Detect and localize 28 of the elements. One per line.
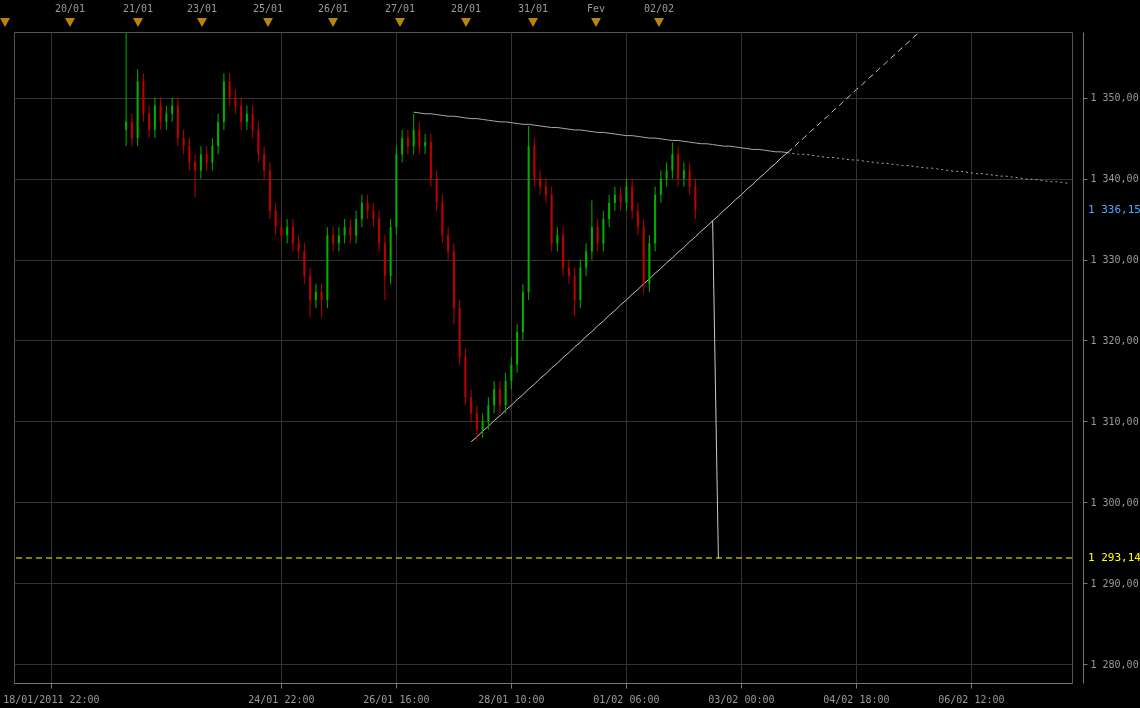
- y-tick-label: 1 280,00: [1090, 658, 1139, 670]
- text: 20/01: [54, 3, 86, 14]
- y-tick-label: 1 350,00: [1090, 92, 1139, 104]
- text: 1 336,15: [1088, 202, 1140, 216]
- x-tick-label: 24/01 22:00: [248, 693, 315, 705]
- y-tick-label: 1 310,00: [1090, 415, 1139, 427]
- x-tick-label: 26/01 16:00: [363, 693, 430, 705]
- text: 23/01: [186, 3, 218, 14]
- text: 26/01: [317, 3, 349, 14]
- x-tick-label: 06/02 12:00: [938, 693, 1005, 705]
- text: 02/02: [643, 3, 675, 14]
- text: 27/01: [384, 3, 416, 14]
- y-tick-label: 1 340,00: [1090, 173, 1139, 185]
- y-tick-label: 1 330,00: [1090, 254, 1139, 266]
- ref-line-label: 1 293,14: [1088, 550, 1140, 564]
- x-tick-label: 18/01/2011 22:00: [3, 693, 100, 705]
- y-tick-label: 1 300,00: [1090, 496, 1139, 508]
- text: 21/01: [122, 3, 154, 14]
- text: Fev: [586, 3, 606, 14]
- text: 25/01: [252, 3, 284, 14]
- x-tick-label: 04/02 18:00: [823, 693, 890, 705]
- text: 28/01: [450, 3, 482, 14]
- x-tick-label: 03/02 00:00: [708, 693, 775, 705]
- x-tick-label: 01/02 06:00: [593, 693, 660, 705]
- y-tick-label: 1 320,00: [1090, 335, 1139, 346]
- x-tick-label: 28/01 10:00: [478, 693, 545, 705]
- y-tick-label: 1 290,00: [1090, 577, 1139, 589]
- text: 31/01: [517, 3, 549, 14]
